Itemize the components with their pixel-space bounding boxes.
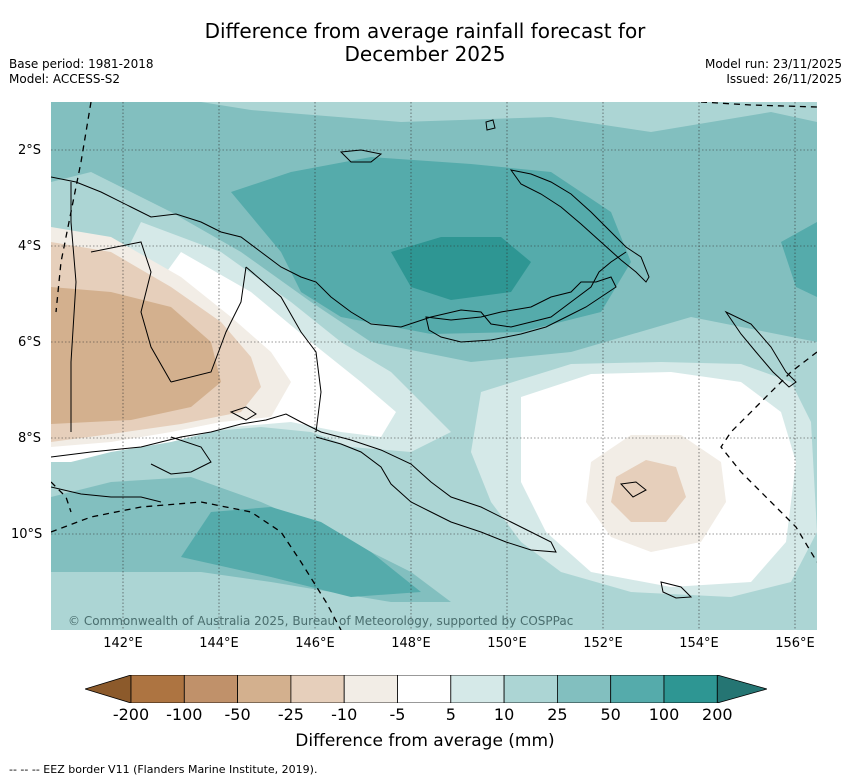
coast-new-guinea-north: [51, 176, 627, 328]
colorbar-cell: [397, 675, 452, 703]
colorbar-arrow-low: [85, 675, 132, 703]
colorbar: [85, 675, 767, 703]
colorbar-tick-label: -100: [166, 705, 203, 724]
colorbar-cell: [130, 675, 185, 703]
title-line-2: December 2025: [344, 42, 506, 66]
graticule: [51, 102, 817, 630]
run-info: Model run: 23/11/2025 Issued: 26/11/2025: [705, 57, 842, 87]
colorbar-tick-label: 100: [648, 705, 680, 724]
anomaly-core-wet-max: [391, 237, 531, 300]
lon-label-154e: 154°E: [679, 636, 719, 651]
colorbar-tick-label: 10: [493, 705, 515, 724]
base-info: Base period: 1981-2018 Model: ACCESS-S2: [9, 57, 154, 87]
border-provincial-2: [170, 266, 247, 383]
anomaly-lobe-wet-strong-south: [181, 507, 421, 597]
colorbar-tick-label: -25: [277, 705, 304, 724]
colorbar-cell: [450, 675, 505, 703]
coast-gulf-island: [229, 406, 257, 421]
lon-label-144e: 144°E: [199, 636, 239, 651]
coast-louisiade: [660, 581, 693, 599]
lon-label-150e: 150°E: [487, 636, 527, 651]
colorbar-cell: [183, 675, 239, 703]
colorbar-cell: [663, 675, 718, 703]
coast-torres-strait: [51, 486, 162, 503]
anomaly-band-south: [51, 572, 817, 630]
lat-label-8s: 8°S: [18, 431, 42, 446]
lat-label-6s: 6°S: [18, 335, 42, 350]
colorbar-tick-label: 25: [547, 705, 568, 724]
base-period: Base period: 1981-2018: [9, 57, 154, 71]
colorbar-title: Difference from average (mm): [295, 731, 555, 751]
colorbar-tick-label: 200: [702, 705, 733, 724]
coast-new-britain: [425, 276, 617, 343]
colorbar-tick-label: 50: [600, 705, 621, 724]
anomaly-core-dry-strong-west: [51, 287, 221, 424]
coast-woodlark-island: [619, 481, 647, 498]
border-indonesia-png: [70, 182, 77, 432]
lon-label-148e: 148°E: [391, 636, 431, 651]
map-title: Difference from average rainfall forecas…: [0, 20, 850, 66]
lon-label-152e: 152°E: [583, 636, 623, 651]
anomaly-patch-wet-east: [781, 222, 817, 297]
lat-label-4s: 4°S: [18, 239, 42, 254]
lat-label-2s: 2°S: [18, 143, 42, 158]
colorbar-cell: [503, 675, 558, 703]
coast-gulf-west: [150, 436, 212, 475]
coastlines: [51, 119, 797, 599]
coast-manus-island: [339, 149, 383, 163]
colorbar-tick-label: -5: [389, 705, 406, 724]
copyright-notice: © Commonwealth of Australia 2025, Bureau…: [68, 614, 574, 628]
colorbar-tick-label: -200: [112, 705, 150, 724]
title-line-1: Difference from average rainfall forecas…: [204, 19, 646, 43]
coast-papuan-south: [51, 413, 557, 553]
eez-borders: [51, 102, 817, 630]
border-provincial-3: [245, 266, 322, 433]
colorbar-tick-label: 5: [445, 705, 456, 724]
lon-label-142e: 142°E: [103, 636, 143, 651]
coast-small-island: [485, 119, 496, 131]
coast-bougainville: [724, 310, 797, 388]
colorbar-cell: [290, 675, 345, 703]
colorbar-cell: [343, 675, 398, 703]
eez-border-west: [55, 102, 92, 313]
coast-new-ireland: [509, 169, 650, 283]
colorbar-cell: [237, 675, 292, 703]
colorbar-cell: [610, 675, 665, 703]
lon-label-146e: 146°E: [295, 636, 335, 651]
eez-border-northeast: [700, 102, 817, 108]
model-run: Model run: 23/11/2025: [704, 57, 842, 71]
anomaly-band-north: [201, 102, 817, 132]
colorbar-tick-label: -10: [331, 705, 358, 724]
rainfall-map: [51, 102, 817, 630]
anomaly-core-dry-southeast: [611, 460, 686, 522]
issued-date: Issued: 26/11/2025: [726, 72, 842, 86]
eez-border-southwest: [51, 501, 342, 630]
eez-footnote: -- -- -- EEZ border V11 (Flanders Marine…: [9, 763, 318, 776]
colorbar-tick-label: -50: [224, 705, 251, 724]
colorbar-cell: [556, 675, 612, 703]
border-provincial-1: [90, 241, 172, 383]
colorbar-arrow-high: [716, 675, 767, 703]
model-name: Model: ACCESS-S2: [9, 72, 121, 86]
lon-label-156e: 156°E: [775, 636, 815, 651]
lat-label-10s: 10°S: [11, 527, 43, 542]
eez-border-southeast: [720, 351, 817, 563]
